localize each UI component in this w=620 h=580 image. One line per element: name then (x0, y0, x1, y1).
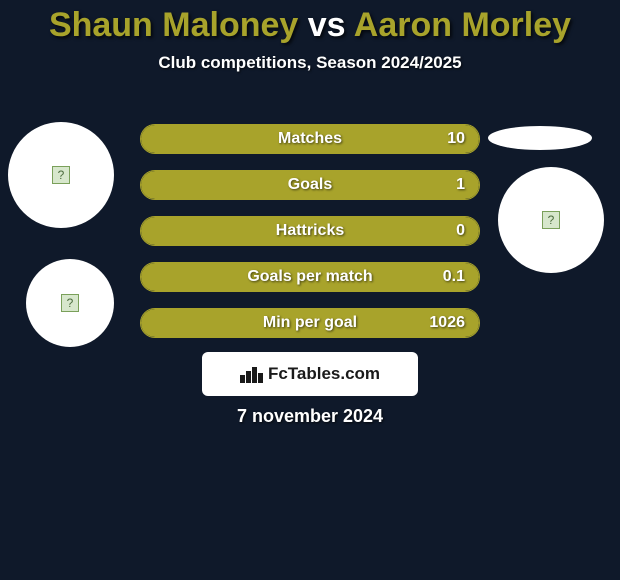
vs-label: vs (308, 6, 346, 44)
stat-bar-label: Hattricks (276, 217, 344, 245)
brand-text: FcTables.com (268, 364, 380, 384)
image-placeholder-icon: ? (542, 211, 560, 229)
image-placeholder-icon: ? (52, 166, 70, 184)
page-title: Shaun Maloney vs Aaron Morley (0, 0, 620, 45)
decorative-ellipse (488, 126, 592, 150)
stat-bar-value: 1 (456, 171, 465, 199)
stat-bar-value: 1026 (429, 309, 465, 337)
stat-bar-value: 0.1 (443, 263, 465, 291)
stats-bars: Matches 10 Goals 1 Hattricks 0 Goals per match… (140, 124, 480, 354)
brand-badge: FcTables.com (202, 352, 418, 396)
player1-name: Shaun Maloney (49, 6, 298, 44)
player-avatar: ? (498, 167, 604, 273)
stat-bar-label: Goals per match (247, 263, 372, 291)
date-label: 7 november 2024 (0, 406, 620, 427)
stat-bar-value: 0 (456, 217, 465, 245)
stat-bar: Matches 10 (140, 124, 480, 154)
stat-bar: Min per goal 1026 (140, 308, 480, 338)
stat-bar-label: Goals (288, 171, 332, 199)
player-avatar: ? (8, 122, 114, 228)
player2-name: Aaron Morley (354, 6, 571, 44)
bar-chart-icon (240, 365, 262, 383)
stat-bar-label: Min per goal (263, 309, 357, 337)
stat-bar: Goals 1 (140, 170, 480, 200)
stat-bar: Hattricks 0 (140, 216, 480, 246)
stat-bar: Goals per match 0.1 (140, 262, 480, 292)
stat-bar-label: Matches (278, 125, 342, 153)
subtitle: Club competitions, Season 2024/2025 (0, 53, 620, 73)
player-avatar: ? (26, 259, 114, 347)
stat-bar-value: 10 (447, 125, 465, 153)
image-placeholder-icon: ? (61, 294, 79, 312)
